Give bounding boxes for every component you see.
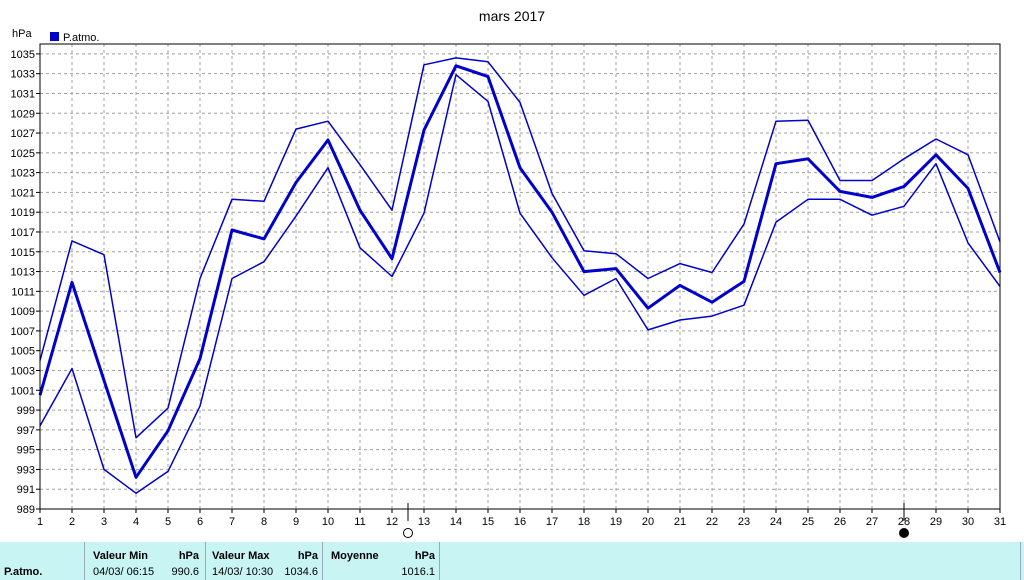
x-axis: 1 2 3 4 5 6 7 8 9 10 11 12 13 14 15 16 17 18 19 20 21 22 23 24 2… bbox=[37, 509, 1006, 528]
y-tick-label: 1011 bbox=[11, 286, 35, 298]
moon-phases bbox=[403, 503, 909, 538]
x-tick-label: 27 bbox=[866, 516, 878, 528]
x-tick-label: 22 bbox=[706, 516, 718, 528]
x-tick-label: 26 bbox=[834, 516, 846, 528]
x-tick-label: 18 bbox=[578, 516, 590, 528]
x-tick-label: 29 bbox=[930, 516, 942, 528]
legend-label: P.atmo. bbox=[63, 32, 100, 44]
max-unit: hPa bbox=[297, 550, 318, 562]
series-line-max bbox=[39, 57, 1001, 439]
x-tick-label: 7 bbox=[229, 516, 235, 528]
legend-swatch bbox=[50, 32, 59, 41]
x-tick-label: 30 bbox=[962, 516, 974, 528]
y-tick-label: 1019 bbox=[11, 207, 35, 219]
new-moon-icon bbox=[899, 528, 909, 538]
chart-title: mars 2017 bbox=[479, 8, 545, 24]
x-tick-label: 3 bbox=[101, 516, 107, 528]
y-axis-unit: hPa bbox=[12, 28, 32, 40]
x-tick-label: 12 bbox=[386, 516, 398, 528]
x-tick-label: 23 bbox=[738, 516, 750, 528]
y-tick-label: 1033 bbox=[11, 69, 35, 81]
x-tick-label: 4 bbox=[133, 516, 139, 528]
footer-divider bbox=[322, 542, 323, 580]
y-tick-label: 1027 bbox=[11, 128, 35, 140]
footer-divider bbox=[205, 542, 206, 580]
full-moon-icon bbox=[403, 528, 413, 538]
series-line-min bbox=[39, 73, 1001, 494]
y-tick-label: 999 bbox=[17, 405, 35, 417]
x-tick-label: 24 bbox=[770, 516, 782, 528]
min-value: 990.6 bbox=[171, 566, 199, 578]
y-tick-label: 997 bbox=[17, 425, 35, 437]
pressure-chart: mars 2017 hPa P.atmo. 989991993995997999… bbox=[11, 8, 1006, 538]
y-tick-label: 1001 bbox=[11, 385, 35, 397]
y-tick-label: 1009 bbox=[11, 306, 35, 318]
y-tick-label: 1015 bbox=[11, 247, 35, 259]
plot-frame bbox=[39, 43, 1001, 510]
footer-min-cell: Valeur Min hPa 04/03/ 06:15 990.6 bbox=[85, 542, 205, 580]
y-tick-label: 1017 bbox=[11, 227, 35, 239]
x-tick-label: 20 bbox=[642, 516, 654, 528]
y-tick-label: 991 bbox=[17, 484, 35, 496]
x-tick-label: 19 bbox=[610, 516, 622, 528]
max-header: Valeur Max bbox=[212, 550, 270, 562]
footer-series-cell: P.atmo. bbox=[0, 542, 84, 580]
y-tick-label: 1003 bbox=[11, 365, 35, 377]
x-tick-label: 8 bbox=[261, 516, 267, 528]
footer-divider bbox=[84, 542, 85, 580]
min-header: Valeur Min bbox=[93, 550, 149, 562]
x-tick-label: 16 bbox=[514, 516, 526, 528]
x-tick-label: 11 bbox=[354, 516, 365, 528]
y-tick-label: 1025 bbox=[11, 148, 35, 160]
avg-header: Moyenne bbox=[331, 550, 379, 562]
series-lines bbox=[38, 57, 1002, 494]
grid bbox=[40, 44, 1000, 509]
x-tick-label: 31 bbox=[994, 516, 1006, 528]
x-tick-label: 5 bbox=[165, 516, 171, 528]
x-tick-label: 25 bbox=[802, 516, 814, 528]
x-tick-label: 2 bbox=[69, 516, 75, 528]
y-tick-label: 1021 bbox=[11, 187, 35, 199]
min-unit: hPa bbox=[178, 550, 199, 562]
x-tick-label: 10 bbox=[322, 516, 334, 528]
x-tick-label: 21 bbox=[674, 516, 686, 528]
x-tick-label: 9 bbox=[293, 516, 299, 528]
avg-unit: hPa bbox=[414, 550, 435, 562]
y-tick-label: 1005 bbox=[11, 346, 35, 358]
y-tick-label: 993 bbox=[17, 464, 35, 476]
y-tick-label: 1013 bbox=[11, 267, 35, 279]
x-tick-label: 1 bbox=[37, 516, 43, 528]
stats-footer: P.atmo. Valeur Min hPa 04/03/ 06:15 990.… bbox=[0, 542, 1024, 580]
y-tick-label: 995 bbox=[17, 445, 35, 457]
footer-max-cell: Valeur Max hPa 14/03/ 10:30 1034.6 bbox=[206, 542, 322, 580]
series-line-avg bbox=[38, 64, 1002, 479]
x-tick-label: 28 bbox=[898, 516, 910, 528]
min-date: 04/03/ 06:15 bbox=[93, 566, 155, 578]
y-tick-label: 989 bbox=[17, 504, 35, 516]
footer-divider bbox=[439, 542, 440, 580]
max-value: 1034.6 bbox=[284, 566, 318, 578]
x-tick-label: 15 bbox=[482, 516, 494, 528]
y-tick-label: 1031 bbox=[11, 88, 35, 100]
avg-value: 1016.1 bbox=[401, 566, 435, 578]
y-tick-label: 1029 bbox=[11, 108, 35, 120]
x-tick-label: 6 bbox=[197, 516, 203, 528]
footer-series-label: P.atmo. bbox=[4, 566, 43, 578]
footer-divider bbox=[1020, 542, 1021, 580]
y-tick-label: 1023 bbox=[11, 168, 35, 180]
x-tick-label: 13 bbox=[418, 516, 430, 528]
x-tick-label: 14 bbox=[450, 516, 462, 528]
max-date: 14/03/ 10:30 bbox=[212, 566, 274, 578]
x-tick-label: 17 bbox=[546, 516, 558, 528]
y-tick-label: 1007 bbox=[11, 326, 35, 338]
footer-avg-cell: Moyenne hPa 1016.1 bbox=[323, 542, 439, 580]
y-tick-label: 1035 bbox=[11, 49, 35, 61]
y-axis: 989 991 993 995 997 999 1001 1003 1005 1007 1009 10… bbox=[11, 49, 40, 516]
